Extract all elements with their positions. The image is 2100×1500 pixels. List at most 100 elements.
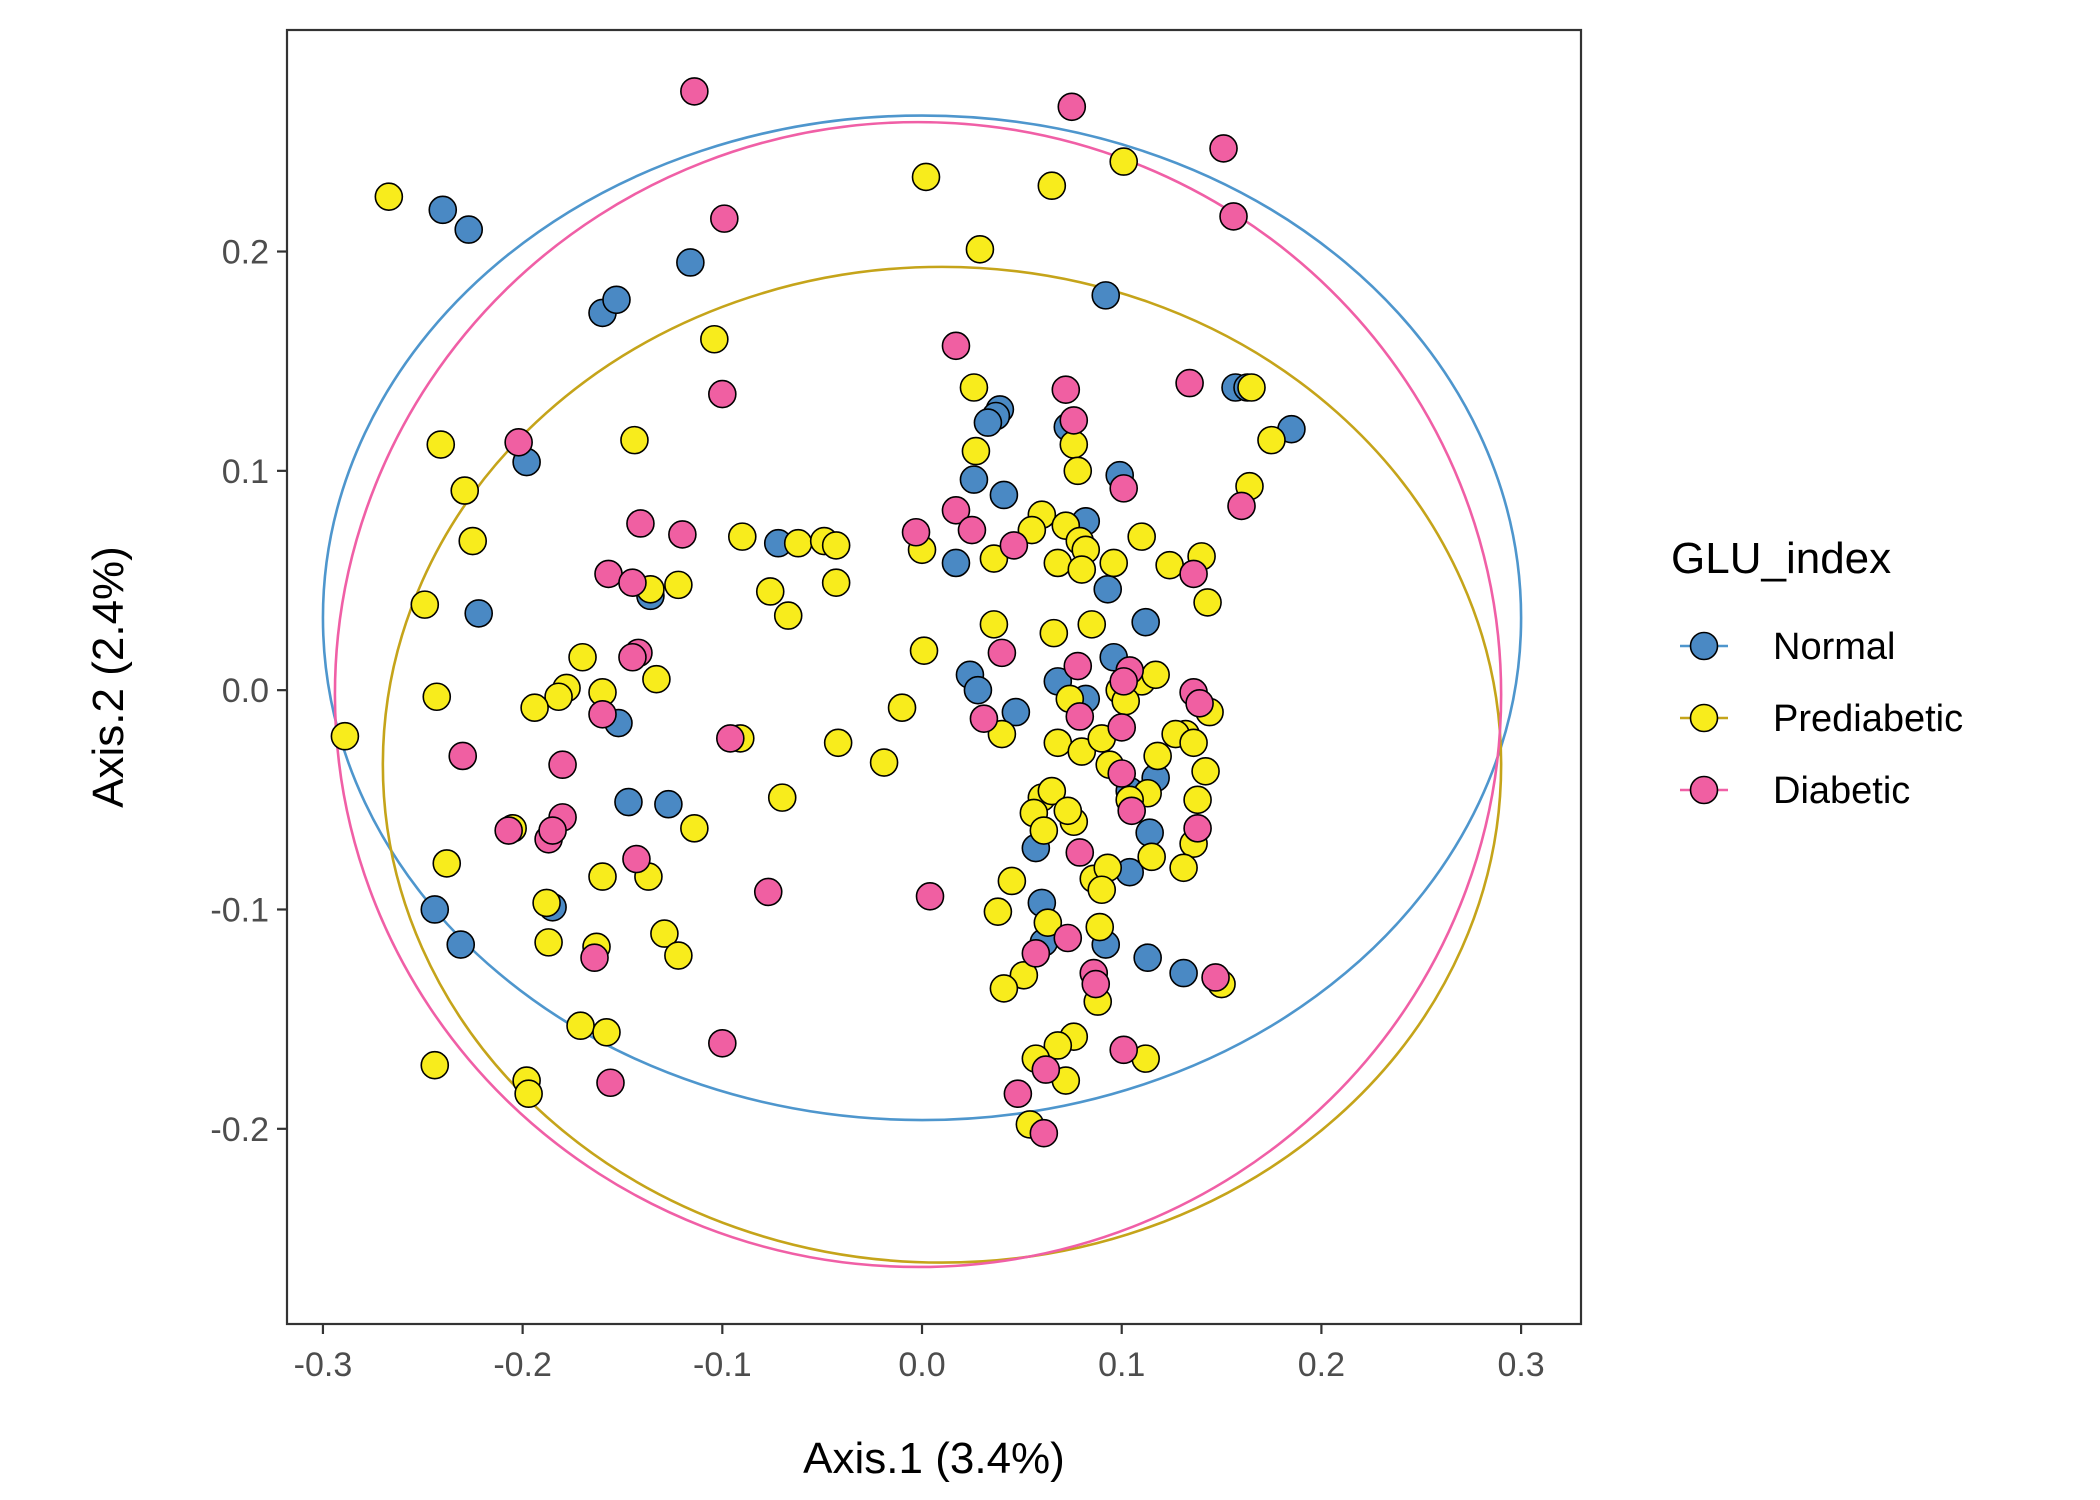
data-point: [428, 195, 458, 225]
data-point: [1107, 759, 1137, 788]
data-point: [969, 704, 999, 733]
x-tick-label: 0.1: [1098, 1346, 1145, 1384]
data-point: [957, 515, 987, 545]
data-point: [494, 816, 523, 845]
data-point: [1065, 838, 1095, 867]
data-point: [1063, 456, 1093, 486]
data-point: [374, 182, 404, 211]
data-point: [1029, 1118, 1059, 1148]
data-point: [1085, 912, 1115, 942]
data-point: [1067, 555, 1097, 584]
data-point: [1137, 842, 1166, 872]
data-point: [668, 520, 697, 549]
x-tick-label: 0.2: [1298, 1346, 1345, 1384]
data-point: [1063, 651, 1093, 681]
data-point: [568, 642, 597, 672]
data-point: [1109, 667, 1139, 696]
data-point: [961, 436, 991, 466]
data-point: [1209, 134, 1238, 163]
data-point: [983, 897, 1013, 926]
data-point: [1009, 960, 1039, 990]
data-point: [676, 248, 705, 277]
data-point: [1099, 548, 1129, 578]
data-point: [1043, 1031, 1073, 1060]
plot-panel-border: [285, 28, 1583, 1326]
x-tick-label: -0.3: [294, 1346, 353, 1384]
ellipse-prediabetic: [381, 265, 1503, 1264]
legend-title: GLU_index: [1671, 534, 1891, 583]
data-point: [823, 728, 853, 758]
ellipse-normal: [321, 114, 1523, 1122]
data-point: [454, 215, 484, 244]
y-tick-label: -0.1: [210, 891, 269, 929]
data-point: [458, 526, 488, 556]
x-tick-label: -0.1: [693, 1346, 752, 1384]
data-point: [534, 928, 563, 957]
data-point: [1059, 406, 1089, 435]
data-point: [618, 642, 647, 672]
data-point: [700, 324, 729, 354]
data-point: [1059, 430, 1089, 459]
data-point: [783, 528, 813, 558]
data-point: [548, 750, 577, 780]
data-point: [1135, 818, 1164, 848]
data-point: [911, 162, 941, 192]
data-point: [532, 888, 561, 918]
x-axis-title: Axis.1 (3.4%): [803, 1434, 1065, 1483]
data-point: [1237, 373, 1266, 402]
legend-label: Prediabetic: [1773, 698, 1963, 740]
data-point: [1257, 425, 1286, 455]
data-point: [664, 570, 693, 600]
data-point: [626, 509, 655, 538]
data-point: [1109, 147, 1139, 176]
x-tick-label: 0.3: [1497, 1346, 1544, 1384]
data-point: [446, 930, 476, 959]
data-point: [538, 816, 567, 845]
data-point: [410, 590, 440, 619]
data-point: [1043, 728, 1073, 758]
data-point: [450, 476, 480, 505]
data-point: [1179, 559, 1208, 589]
data-point: [909, 636, 939, 665]
data-point: [1169, 958, 1198, 988]
data-point: [1003, 1079, 1033, 1109]
x-tick-label: 0.0: [898, 1346, 945, 1384]
legend-key-marker: [1689, 775, 1719, 805]
data-point: [1219, 202, 1248, 231]
data-point: [1021, 939, 1051, 968]
data-point: [432, 849, 462, 878]
data-point: [1185, 689, 1214, 718]
data-point: [979, 610, 1009, 639]
data-point: [680, 77, 709, 106]
legend-label: Diabetic: [1773, 770, 1910, 812]
data-point: [1117, 796, 1146, 826]
legend-label: Normal: [1773, 626, 1895, 668]
data-point: [901, 517, 931, 547]
data-point: [1131, 607, 1160, 637]
series-prediabetic: [330, 147, 1286, 1139]
data-point: [1107, 713, 1137, 742]
data-point: [580, 943, 609, 973]
data-point: [1175, 368, 1204, 398]
data-point: [464, 599, 494, 628]
data-point: [1001, 697, 1031, 727]
data-point: [588, 862, 617, 891]
data-point: [618, 568, 647, 597]
data-point: [1033, 908, 1063, 937]
data-points: [330, 77, 1306, 1148]
data-point: [989, 974, 1019, 1003]
data-point: [941, 496, 971, 525]
series-diabetic: [448, 77, 1256, 1148]
data-point: [1043, 548, 1073, 578]
data-point: [642, 664, 671, 694]
data-point: [773, 601, 803, 630]
data-point: [1067, 737, 1097, 766]
data-point: [544, 682, 573, 712]
data-point: [1183, 785, 1212, 815]
data-point: [654, 789, 683, 819]
data-point: [448, 741, 478, 771]
data-point: [999, 531, 1029, 560]
data-point: [767, 783, 797, 812]
data-point: [1053, 923, 1083, 953]
data-point: [1109, 1035, 1139, 1065]
